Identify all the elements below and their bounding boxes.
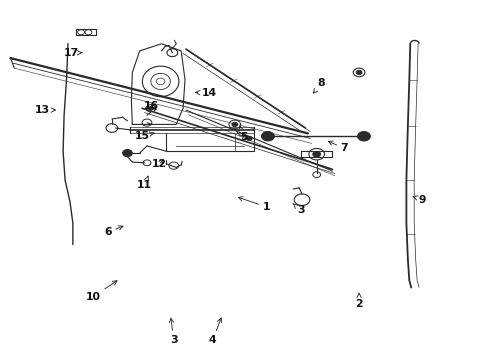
Circle shape bbox=[312, 151, 320, 157]
Text: 6: 6 bbox=[104, 226, 122, 237]
Text: 10: 10 bbox=[86, 281, 117, 302]
Text: 16: 16 bbox=[144, 102, 159, 112]
Text: 4: 4 bbox=[208, 318, 221, 345]
Text: 13: 13 bbox=[35, 105, 55, 115]
Text: 7: 7 bbox=[328, 141, 347, 153]
Circle shape bbox=[357, 132, 369, 141]
Circle shape bbox=[122, 149, 132, 157]
Circle shape bbox=[246, 136, 252, 140]
Text: 2: 2 bbox=[355, 293, 362, 309]
Circle shape bbox=[261, 132, 274, 141]
Text: 3: 3 bbox=[169, 318, 177, 345]
Text: 17: 17 bbox=[64, 48, 82, 58]
Circle shape bbox=[231, 122, 237, 127]
Text: 8: 8 bbox=[313, 78, 325, 93]
Text: 14: 14 bbox=[195, 88, 217, 98]
Text: 5: 5 bbox=[239, 126, 247, 142]
Text: 11: 11 bbox=[137, 176, 152, 190]
Text: 3: 3 bbox=[292, 203, 304, 216]
Text: 9: 9 bbox=[412, 195, 426, 205]
Circle shape bbox=[148, 107, 153, 110]
Text: 12: 12 bbox=[151, 159, 166, 169]
Circle shape bbox=[355, 70, 361, 75]
Text: 15: 15 bbox=[134, 131, 154, 141]
Text: 1: 1 bbox=[238, 197, 270, 212]
